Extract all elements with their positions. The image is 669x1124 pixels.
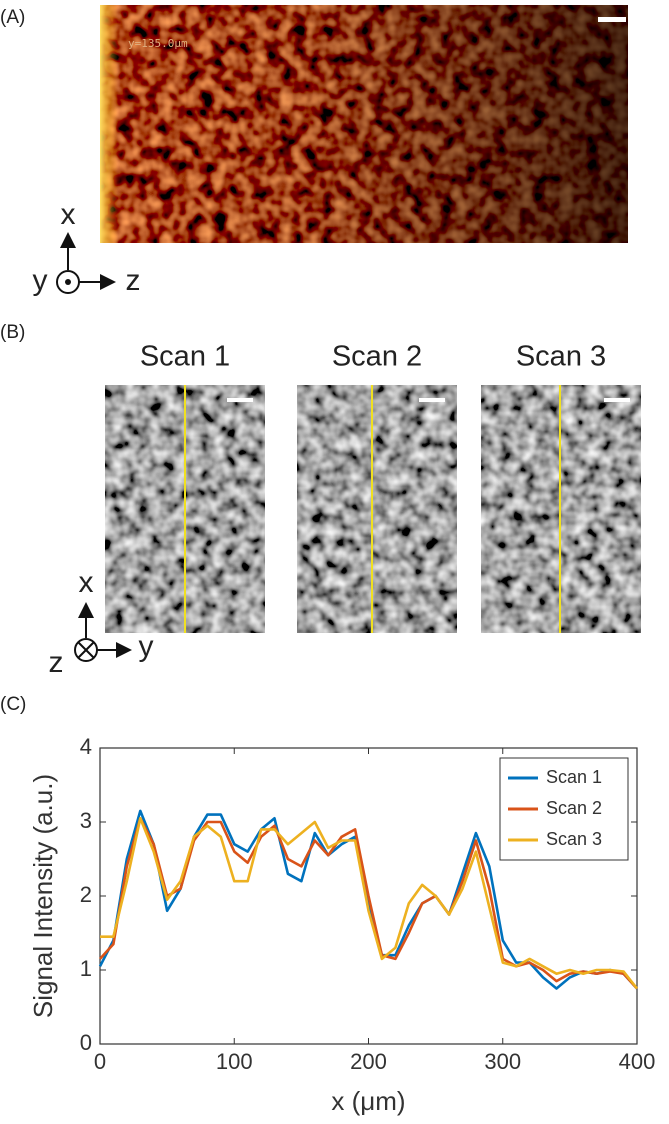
- y-tick-label: 1: [80, 956, 92, 981]
- scan-title: Scan 3: [516, 341, 606, 373]
- y-tick-label: 2: [80, 882, 92, 907]
- axis-letter: z: [49, 646, 64, 679]
- scan-title: Scan 2: [332, 341, 422, 373]
- x-tick-label: 300: [484, 1049, 521, 1074]
- panel-label: (A): [0, 7, 25, 28]
- legend-label: Scan 2: [546, 798, 602, 818]
- y-axis-label: Signal Intensity (a.u.): [28, 774, 58, 1018]
- legend-label: Scan 1: [546, 767, 602, 787]
- axis-letter: y: [33, 264, 48, 297]
- scan-image: [105, 385, 265, 633]
- y-tick-label: 4: [80, 734, 92, 759]
- y-tick-label: 3: [80, 808, 92, 833]
- y-tick-label: 0: [80, 1030, 92, 1055]
- axis-letter: x: [79, 566, 94, 599]
- axis-letter: z: [126, 264, 141, 297]
- axis-letter: x: [61, 198, 76, 231]
- heat-image: [100, 5, 628, 243]
- x-axis-label: x (μm): [331, 1086, 405, 1116]
- image-label: y=135.0μm: [128, 37, 188, 50]
- axis-glyph: [56, 232, 116, 294]
- series-line: [100, 817, 639, 990]
- scan-image: [297, 385, 457, 633]
- scan-title: Scan 1: [140, 341, 230, 373]
- axis-glyph: [74, 602, 132, 662]
- scan-image: [481, 385, 641, 633]
- x-tick-label: 400: [619, 1049, 656, 1074]
- legend-label: Scan 3: [546, 829, 602, 849]
- x-tick-label: 0: [94, 1049, 106, 1074]
- line-chart: 0 100 200 300 400 0 1 2 3 4 x (μm) Signal Intensity…: [28, 734, 655, 1116]
- x-tick-label: 100: [216, 1049, 253, 1074]
- series-line: [99, 817, 638, 990]
- axis-letter: y: [139, 630, 154, 663]
- panel-label: (B): [0, 322, 25, 343]
- panel-label: (C): [0, 694, 26, 715]
- x-tick-label: 200: [350, 1049, 387, 1074]
